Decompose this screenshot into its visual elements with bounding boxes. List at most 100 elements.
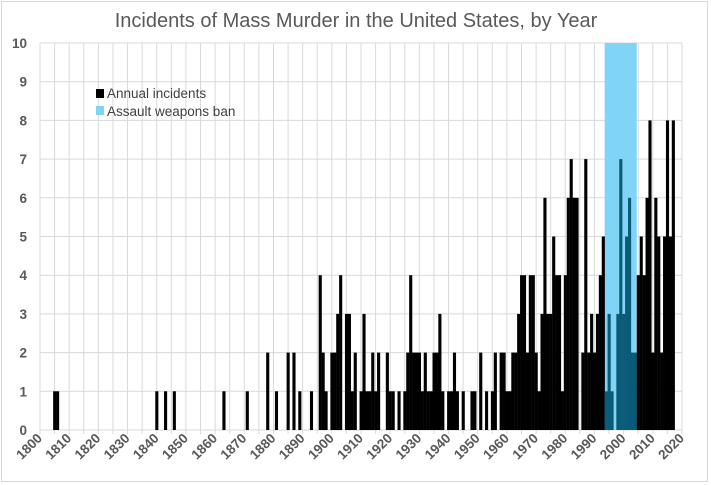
x-tick-label: 1990 <box>568 431 600 463</box>
x-tick-label: 2020 <box>655 431 687 463</box>
bar-1901 <box>333 352 337 430</box>
bar-1927 <box>409 275 413 430</box>
bar-1902 <box>336 313 340 430</box>
bar-1963 <box>514 352 518 430</box>
bar-1934 <box>429 391 433 430</box>
bar-1967 <box>525 352 529 430</box>
bar-1998 <box>616 313 620 430</box>
x-tick-label: 1870 <box>218 431 250 463</box>
bar-1982 <box>569 159 573 430</box>
x-tick-label: 1910 <box>334 431 366 463</box>
bar-2017 <box>671 120 675 431</box>
bar-1846 <box>172 391 176 430</box>
x-tick-label: 1890 <box>276 431 308 463</box>
bar-1911 <box>362 313 366 430</box>
bar-1960 <box>505 391 509 430</box>
x-tick-label: 1880 <box>247 431 279 463</box>
bar-1966 <box>522 275 527 430</box>
bar-1959 <box>502 352 506 430</box>
y-tick-label: 9 <box>19 75 27 90</box>
bar-1863 <box>222 391 226 430</box>
bar-1991 <box>595 313 600 430</box>
bar-1905 <box>344 313 349 430</box>
bar-1843 <box>164 391 168 430</box>
bar-2007 <box>642 275 646 430</box>
bar-1896 <box>318 275 322 430</box>
bar-1986 <box>581 352 585 430</box>
bar-1938 <box>441 391 445 430</box>
x-tick-label: 1820 <box>72 431 104 463</box>
bar-1969 <box>531 275 535 430</box>
bar-2008 <box>645 197 649 430</box>
bar-1916 <box>377 352 381 430</box>
bar-2005 <box>636 275 640 430</box>
bar-1973 <box>543 197 547 430</box>
bar-2001 <box>625 236 629 430</box>
bar-1948 <box>470 391 474 430</box>
bar-1898 <box>324 391 328 430</box>
y-tick-label: 8 <box>19 113 27 128</box>
y-tick-label: 6 <box>19 191 27 206</box>
bar-1945 <box>461 391 465 430</box>
bar-1955 <box>490 391 494 430</box>
bar-1806 <box>56 391 60 430</box>
bar-1805 <box>53 391 57 430</box>
bar-1968 <box>528 275 532 430</box>
x-tick-label: 1800 <box>13 431 45 463</box>
bars-layer <box>53 120 675 431</box>
legend-swatch-annual <box>96 89 104 98</box>
bar-1978 <box>557 275 562 430</box>
bar-1979 <box>560 391 565 430</box>
bar-1956 <box>493 352 497 430</box>
bar-1981 <box>566 197 570 430</box>
bar-1912 <box>365 391 369 430</box>
bar-1889 <box>298 391 302 430</box>
bar-1893 <box>309 391 314 430</box>
bar-1988 <box>587 352 591 430</box>
x-tick-label: 2010 <box>626 431 658 463</box>
bar-1871 <box>245 391 249 430</box>
bar-1933 <box>426 391 430 430</box>
legend: Annual incidents Assault weapons ban <box>96 86 235 119</box>
bar-1990 <box>592 352 597 430</box>
bar-2014 <box>663 236 667 430</box>
bar-1940 <box>447 391 451 430</box>
bar-1910 <box>359 391 363 430</box>
bar-1980 <box>563 275 567 430</box>
y-tick-label: 2 <box>19 346 27 361</box>
bar-2003 <box>630 352 635 430</box>
x-tick-label: 2000 <box>597 431 629 463</box>
bar-1881 <box>274 391 279 430</box>
bar-1932 <box>423 352 427 430</box>
y-tick-label: 5 <box>19 230 27 245</box>
bar-1993 <box>601 236 605 430</box>
bar-2009 <box>648 120 652 431</box>
x-tick-label: 1900 <box>305 431 337 463</box>
bar-1923 <box>397 391 401 430</box>
x-tick-label: 1920 <box>363 431 395 463</box>
bar-1919 <box>385 352 389 430</box>
bar-1906 <box>347 313 351 430</box>
bar-2011 <box>654 197 658 430</box>
bar-2010 <box>651 352 655 430</box>
bar-1949 <box>473 391 477 430</box>
bar-2002 <box>628 197 632 430</box>
bar-1975 <box>549 313 553 430</box>
x-tick-label: 1960 <box>480 431 512 463</box>
bar-1984 <box>575 197 579 430</box>
y-tick-label: 1 <box>19 384 27 399</box>
y-tick-label: 4 <box>19 268 27 283</box>
bar-1903 <box>339 275 343 430</box>
bar-1974 <box>546 313 550 430</box>
bar-1925 <box>403 391 407 430</box>
bar-1887 <box>292 352 296 430</box>
x-tick-label: 1970 <box>509 431 541 463</box>
bar-1983 <box>572 197 576 430</box>
bar-1941 <box>450 391 454 430</box>
y-tick-label: 10 <box>12 36 27 51</box>
bar-1996 <box>610 391 614 430</box>
bar-2015 <box>665 120 670 431</box>
bar-2006 <box>639 236 643 430</box>
